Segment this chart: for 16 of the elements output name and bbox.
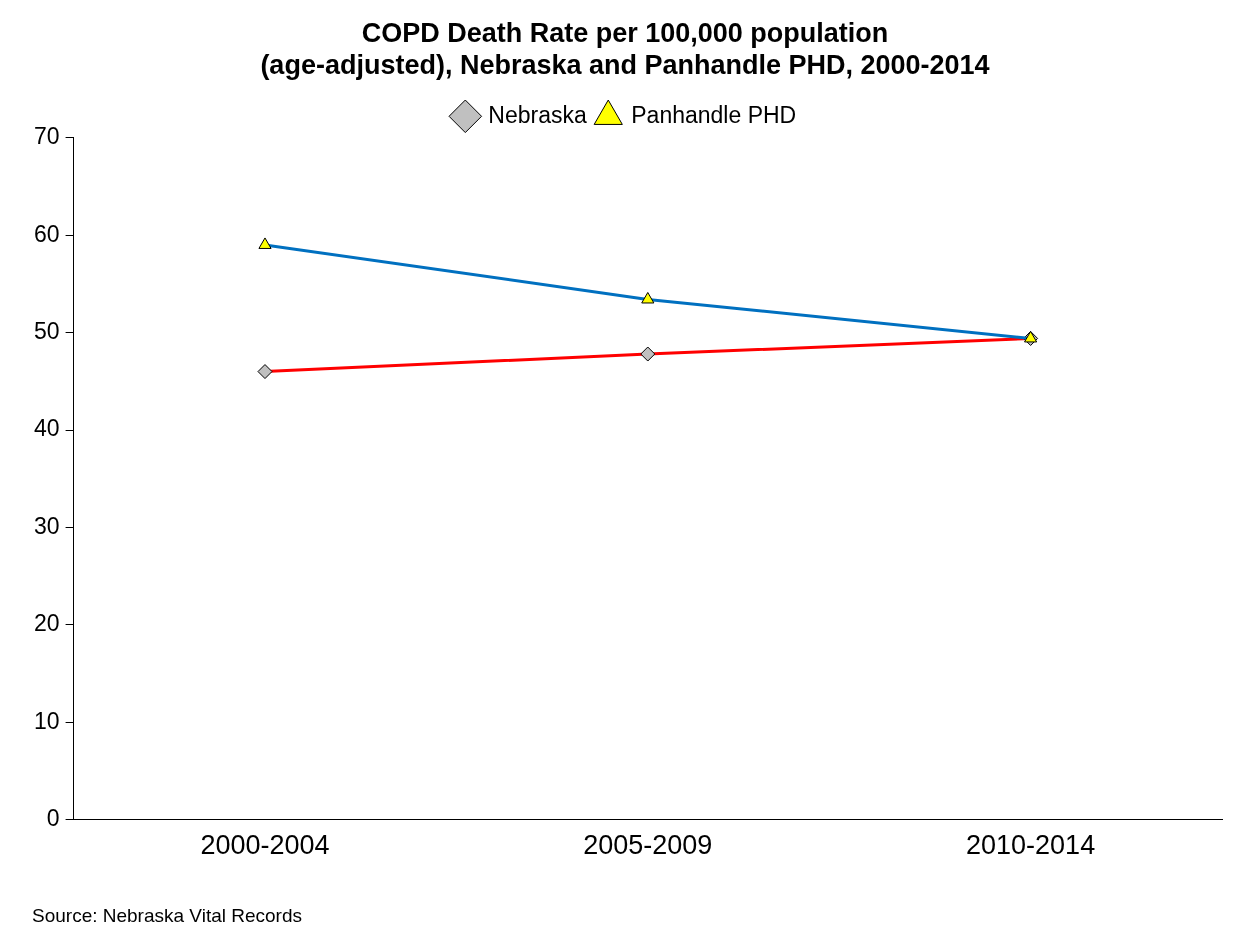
y-tick-label: 30 [33,512,60,539]
y-tick-label: 20 [33,610,60,637]
source-note: Source: Nebraska Vital Records [32,904,302,926]
x-tick-label: 2005-2009 [583,830,713,861]
legend-label: Nebraska [488,101,587,128]
legend-label: Panhandle PHD [631,101,797,128]
text: COPD Death Rate per 100,000 population [361,17,889,48]
x-tick-label: 2000-2004 [200,830,330,861]
y-tick-label: 40 [33,415,60,442]
y-tick-label: 50 [33,317,60,344]
x-tick-label: 2010-2014 [966,830,1096,861]
y-tick-label: 10 [33,707,60,734]
y-tick-label: 0 [46,804,60,831]
y-tick-label: 70 [33,123,60,150]
y-tick-label: 60 [33,220,60,247]
text: (age-adjusted), Nebraska and Panhandle PHD, 2000-2014 [260,50,990,81]
